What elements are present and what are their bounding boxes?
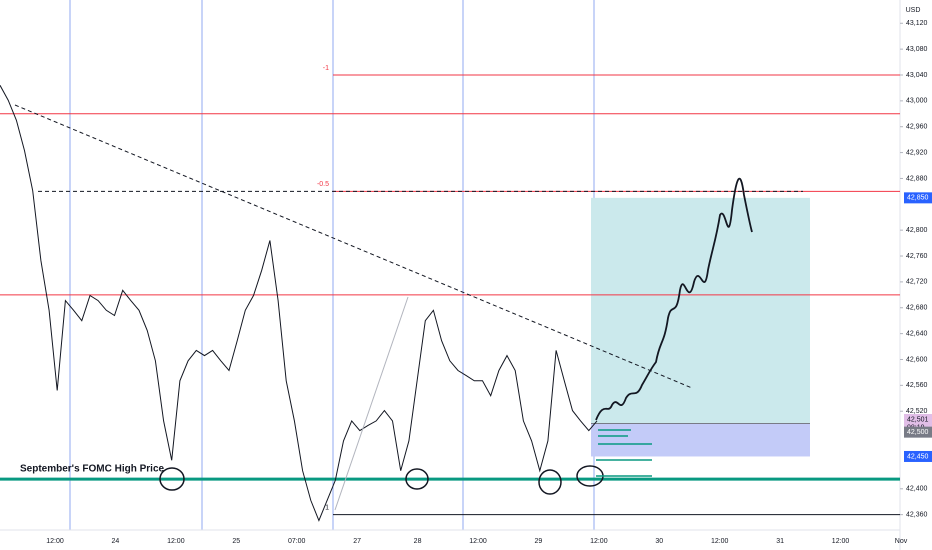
price-badge (904, 192, 932, 204)
x-tick-label: Nov (895, 538, 908, 545)
price-badge-label: 42,500 (907, 429, 929, 436)
y-tick-label: 43,040 (906, 72, 928, 79)
x-tick-label: 12:00 (832, 538, 850, 545)
y-tick-label: 42,560 (906, 382, 928, 389)
y-tick-label: 43,000 (906, 98, 928, 105)
x-tick-label: 24 (112, 538, 120, 545)
y-tick-label: 42,880 (906, 175, 928, 182)
support-label: September's FOMC High Price (20, 464, 165, 475)
y-tick-label: 43,120 (906, 20, 928, 27)
price-badge (904, 450, 932, 462)
x-tick-label: 29 (535, 538, 543, 545)
x-tick-label: 12:00 (167, 538, 185, 545)
y-tick-label: 42,640 (906, 330, 928, 337)
y-tick-label: 43,080 (906, 46, 928, 53)
trendline (14, 104, 693, 389)
y-tick-label: 42,360 (906, 511, 928, 518)
y-tick-label: 42,920 (906, 149, 928, 156)
session-lines (69, 0, 595, 530)
circle-marker (538, 469, 562, 495)
y-tick-label: 42,680 (906, 305, 928, 312)
y-tick-label: 42,800 (906, 227, 928, 234)
drawings (14, 104, 753, 511)
x-tick-label: 07:00 (288, 538, 306, 545)
x-tick-label: 27 (353, 538, 361, 545)
level-label: -1 (323, 65, 329, 72)
circle-marker (405, 468, 429, 490)
y-tick-label: 42,960 (906, 124, 928, 131)
y-tick-label: 42,400 (906, 486, 928, 493)
x-tick-label: 12:00 (46, 538, 64, 545)
x-tick-label: 25 (232, 538, 240, 545)
circle-marker (159, 467, 185, 491)
level-label: -0.5 (317, 181, 329, 188)
x-tick-label: 31 (776, 538, 784, 545)
price-badge-label: 42,850 (907, 195, 929, 202)
price-line (0, 85, 598, 522)
projection (595, 177, 753, 421)
x-tick-label: 12:00 (711, 538, 729, 545)
target-zone (591, 197, 810, 424)
price-badge (904, 426, 932, 438)
x-tick-label: 28 (414, 538, 422, 545)
x-tick-label: 12:00 (590, 538, 608, 545)
y-tick-label: 42,720 (906, 279, 928, 286)
x-tick-label: 30 (655, 538, 663, 545)
ray (334, 296, 409, 511)
y-tick-label: 42,520 (906, 408, 928, 415)
currency: USD (906, 7, 921, 14)
level-label: 1 (325, 504, 329, 511)
y-tick-label: 42,760 (906, 253, 928, 260)
x-tick-label: 12:00 (469, 538, 487, 545)
price-badge-label: 42,501 (907, 416, 929, 423)
y-tick-label: 42,600 (906, 356, 928, 363)
price-badge-label: 42,450 (907, 453, 929, 460)
stop-zone (591, 423, 810, 457)
